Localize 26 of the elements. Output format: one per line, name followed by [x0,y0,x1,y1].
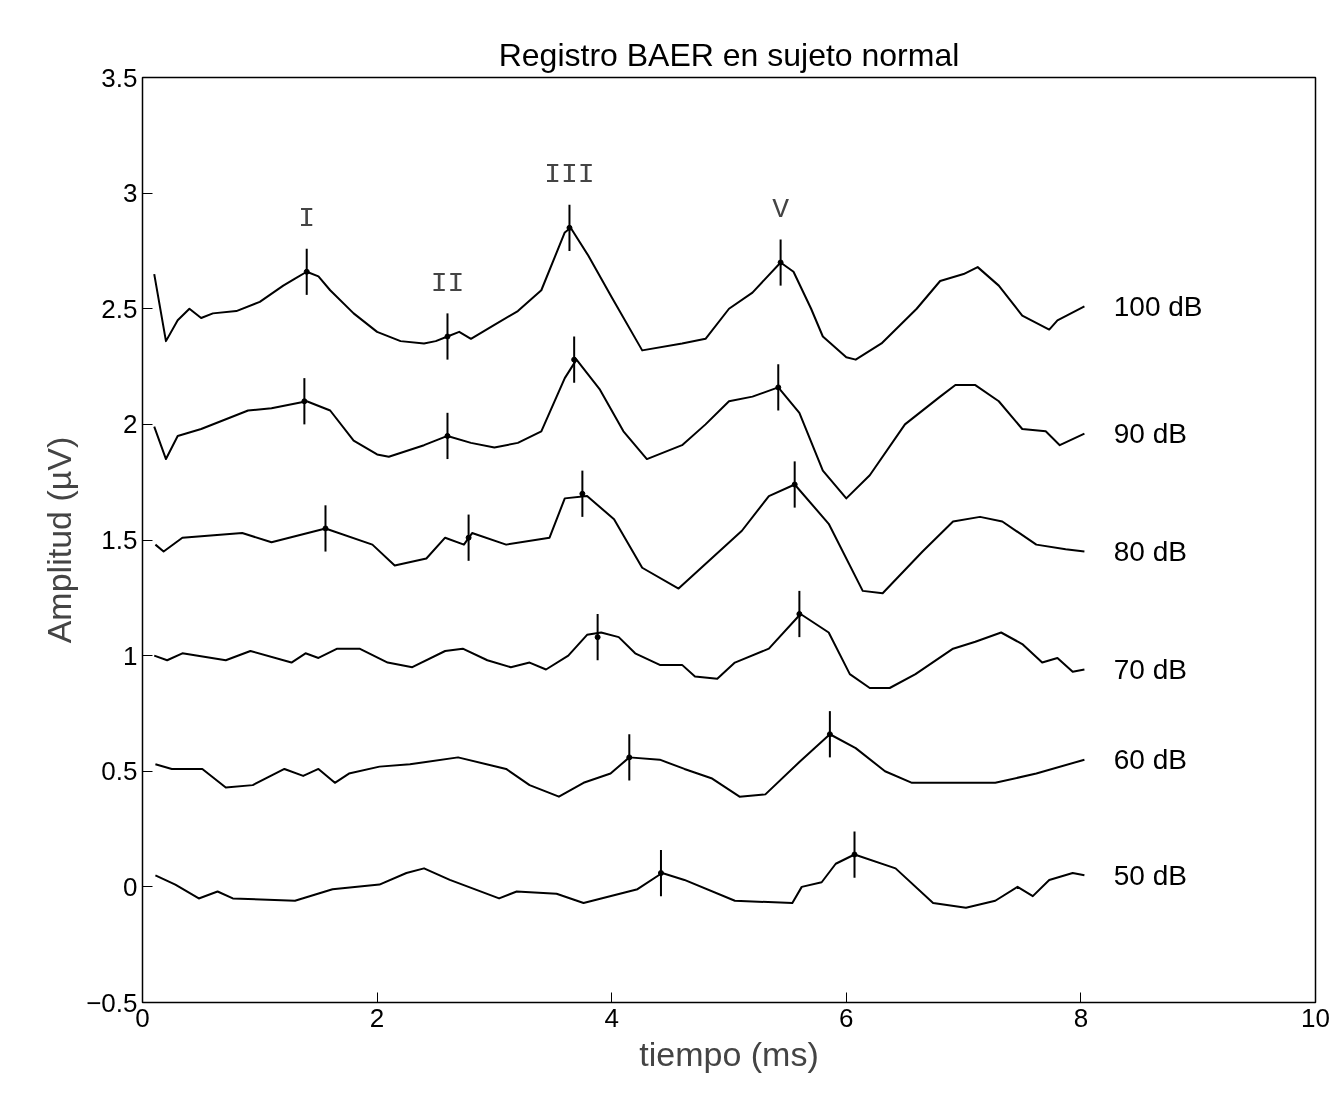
chart-title: Registro BAER en sujeto normal [498,36,960,73]
annotation: II [430,267,465,299]
y-tick-label: 1.5 [101,525,138,555]
y-tick-label: 3 [123,178,138,209]
series-label: 50 dB [1113,859,1187,891]
series-label: 70 dB [1113,654,1187,685]
y-tick-label: 0.5 [101,756,138,787]
x-axis-title: tiempo (ms) [639,1034,819,1073]
x-tick-label: 6 [839,1002,854,1033]
x-tick-label: 8 [1073,1002,1089,1033]
y-tick-label: 3.5 [101,62,138,93]
y-tick-label: 1 [123,640,138,671]
series-label: 100 dB [1113,290,1203,322]
y-tick-label: 0 [123,871,138,902]
x-tick-label: 4 [604,1002,619,1033]
series-label: 80 dB [1113,536,1187,568]
x-tick-label: 10 [1301,1002,1330,1033]
annotation: I [298,202,316,234]
y-tick-label: 2 [123,409,138,440]
annotation: V [772,193,790,225]
series-label: 90 dB [1113,418,1187,450]
series-label: 60 dB [1113,744,1187,776]
y-tick-label: 2.5 [101,293,138,324]
y-axis-title: Amplitud (µV) [40,436,79,644]
x-tick-label: 2 [369,1002,385,1033]
annotation: III [544,158,595,190]
